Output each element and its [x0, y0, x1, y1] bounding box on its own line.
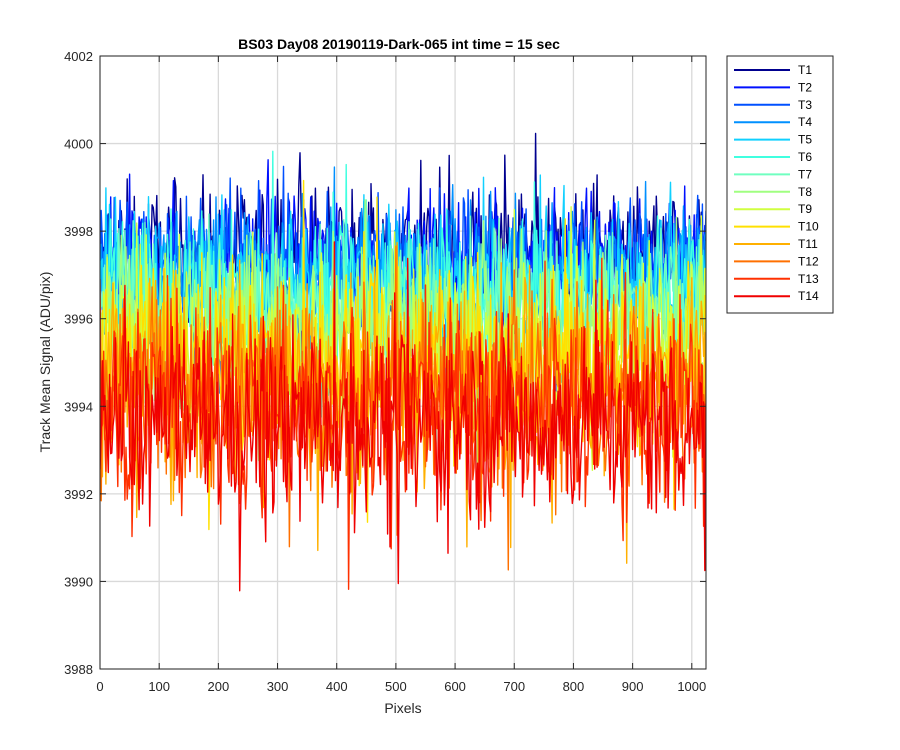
y-tick-label: 3996 [64, 312, 93, 327]
y-tick-label: 4000 [64, 137, 93, 152]
legend-label-T13: T13 [798, 272, 819, 286]
y-axis-label: Track Mean Signal (ADU/pix) [37, 272, 53, 453]
x-tick-label: 1000 [677, 679, 706, 694]
legend-label-T11: T11 [798, 237, 818, 251]
series-layer [100, 132, 706, 592]
legend-label-T8: T8 [798, 185, 812, 199]
x-tick-label: 400 [326, 679, 348, 694]
x-tick-label: 200 [208, 679, 230, 694]
y-tick-label: 3998 [64, 224, 93, 239]
y-tick-label: 4002 [64, 49, 93, 64]
legend-box [726, 55, 834, 314]
y-tick-label: 3994 [64, 399, 93, 414]
series-line-T11 [100, 241, 706, 564]
legend-label-T2: T2 [798, 80, 812, 94]
legend-label-T14: T14 [798, 289, 819, 303]
x-tick-label: 0 [96, 679, 103, 694]
x-axis-ticks: 0 100 200 300 400 500 600 700 800 900 1000 [96, 56, 706, 694]
legend-label-T3: T3 [798, 98, 812, 112]
legend-label-T1: T1 [798, 63, 812, 77]
series-line-T14 [100, 241, 706, 592]
x-axis-label: Pixels [384, 700, 421, 716]
x-tick-label: 900 [622, 679, 644, 694]
x-tick-label: 500 [385, 679, 407, 694]
legend-label-T7: T7 [798, 167, 812, 181]
y-tick-label: 3988 [64, 662, 93, 677]
legend-label-T6: T6 [798, 150, 812, 164]
legend-label-T4: T4 [798, 115, 812, 129]
y-tick-label: 3990 [64, 574, 93, 589]
legend-label-T9: T9 [798, 202, 812, 216]
chart-title: BS03 Day08 20190119-Dark-065 int time = … [238, 36, 560, 52]
legend-label-T12: T12 [798, 254, 819, 268]
legend-label-T5: T5 [798, 133, 812, 147]
legend-label-T10: T10 [798, 220, 819, 234]
series-line-T12 [100, 245, 706, 571]
x-tick-label: 700 [503, 679, 525, 694]
x-tick-label: 300 [267, 679, 289, 694]
y-tick-label: 3992 [64, 487, 93, 502]
x-tick-label: 800 [563, 679, 585, 694]
y-axis-ticks: 3988 3990 3992 3994 3996 3998 4000 4002 [64, 49, 706, 677]
plot-frame [99, 55, 707, 670]
x-tick-label: 600 [444, 679, 466, 694]
legend: T1 T2 T3 T4 T5 T6 T7 T8 T9 T10 T11 T12 T13 T14 [726, 55, 834, 314]
x-tick-label: 100 [148, 679, 170, 694]
